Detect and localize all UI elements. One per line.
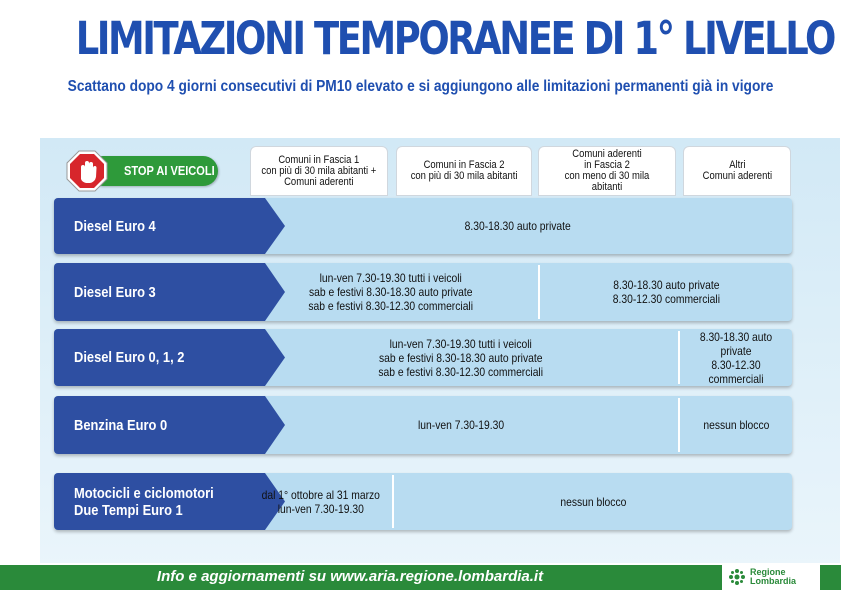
row-tab <box>54 263 254 321</box>
cell-separator <box>678 331 680 384</box>
row-cell: nessun blocco <box>560 494 626 509</box>
column-header-1: Comuni in Fascia 1 con più di 30 mila ab… <box>250 146 388 196</box>
row-benzina-euro-0: Benzina Euro 0 lun-ven 7.30-19.30 nessun… <box>54 396 792 454</box>
row-diesel-euro-3: Diesel Euro 3 lun-ven 7.30-19.30 tutti i… <box>54 263 792 321</box>
regione-lombardia-logo: Regione Lombardia <box>722 565 820 590</box>
stop-badge: STOP AI VEICOLI <box>66 150 220 192</box>
row-cell: 8.30-18.30 auto private 8.30-12.30 comme… <box>612 278 720 306</box>
row-diesel-euro-4: Diesel Euro 4 8.30-18.30 auto private <box>54 198 792 254</box>
page-subtitle: Scattano dopo 4 giorni consecutivi di PM… <box>67 78 774 95</box>
row-tab <box>54 198 254 254</box>
row-label: Diesel Euro 4 <box>74 217 156 235</box>
cell-separator <box>392 475 394 528</box>
row-diesel-euro-0-1-2: Diesel Euro 0, 1, 2 lun-ven 7.30-19.30 t… <box>54 329 792 386</box>
row-cell: dal 1° ottobre al 31 marzo lun-ven 7.30-… <box>261 487 381 516</box>
row-label: Diesel Euro 0, 1, 2 <box>74 349 185 366</box>
column-header-2: Comuni in Fascia 2 con più di 30 mila ab… <box>396 146 532 196</box>
row-cell: lun-ven 7.30-19.30 <box>417 418 505 432</box>
rosa-camuna-icon <box>729 569 745 585</box>
row-cell: 8.30-18.30 auto private 8.30-12.30 comme… <box>699 329 773 386</box>
row-cell: lun-ven 7.30-19.30 tutti i veicoli sab e… <box>308 271 474 313</box>
footer-bar <box>0 565 841 590</box>
stop-hand-icon <box>66 150 108 192</box>
footer-stripe <box>0 563 841 565</box>
row-tab <box>54 396 254 454</box>
row-tab-arrow <box>253 263 285 321</box>
row-cell: lun-ven 7.30-19.30 tutti i veicoli sab e… <box>378 336 544 379</box>
column-header-3: Comuni aderenti in Fascia 2 con meno di … <box>538 146 676 196</box>
row-label: Motocicli e ciclomotori Due Tempi Euro 1 <box>74 484 214 519</box>
cell-separator <box>678 398 680 452</box>
row-tab-arrow <box>253 473 285 530</box>
stop-pill: STOP AI VEICOLI <box>88 156 218 186</box>
logo-text: Regione Lombardia <box>750 567 797 586</box>
stop-label: STOP AI VEICOLI <box>124 163 215 178</box>
row-tab-arrow <box>253 329 285 386</box>
page-title: LIMITAZIONI TEMPORANEE DI 1° LIVELLO <box>75 12 837 65</box>
row-tab <box>54 329 254 386</box>
row-label: Diesel Euro 3 <box>74 283 156 301</box>
footer-link-text[interactable]: Info e aggiornamenti su www.aria.regione… <box>156 568 544 585</box>
cell-separator <box>538 265 540 319</box>
row-motocicli: Motocicli e ciclomotori Due Tempi Euro 1… <box>54 473 792 530</box>
row-tab-arrow <box>253 198 285 254</box>
row-tab <box>54 473 254 530</box>
row-cell: 8.30-18.30 auto private <box>464 219 572 233</box>
row-tab-arrow <box>253 396 285 454</box>
row-cell: nessun blocco <box>703 418 769 432</box>
column-header-4: Altri Comuni aderenti <box>683 146 791 196</box>
row-label: Benzina Euro 0 <box>74 416 168 434</box>
